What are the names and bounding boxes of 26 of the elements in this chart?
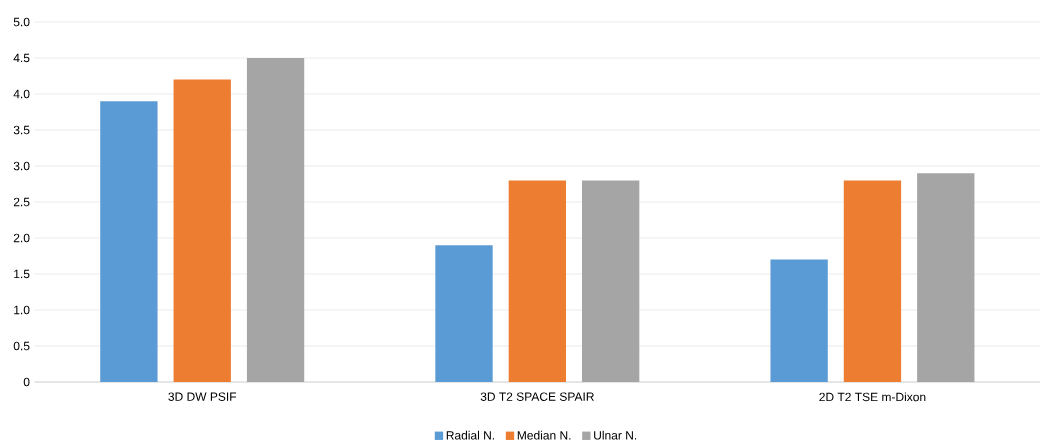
y-tick-label: 1.5 [14,269,30,279]
y-tick-label: 4.5 [13,53,30,63]
bar [917,173,975,382]
x-tick-label: 3D T2 SPACE SPAIR [480,392,594,401]
y-tick-label: 1.0 [14,305,30,315]
x-tick-label: 2D T2 TSE m-Dixon [819,392,926,402]
bar [246,58,305,382]
x-tick-label: 3D DW PSIF [168,392,237,401]
bar [843,180,902,382]
legend-label: Median N. [517,430,571,440]
bar [100,101,158,382]
y-tick-label: 0 [23,377,30,387]
y-tick-label: 4.0 [13,89,30,99]
bar [173,79,231,382]
y-tick-label: 2.5 [13,197,30,207]
bar [435,245,493,382]
bar [770,259,828,382]
bar [582,180,640,382]
y-tick-label: 3.5 [13,125,30,135]
legend-label: Radial N. [446,430,495,440]
bar [508,180,567,382]
y-tick-label: 2.0 [13,233,30,243]
legend-label: Ulnar N. [594,430,637,440]
y-tick-label: 5.0 [13,17,30,27]
y-tick-label: 3.0 [13,161,30,171]
y-tick-label: 0.5 [13,341,30,351]
